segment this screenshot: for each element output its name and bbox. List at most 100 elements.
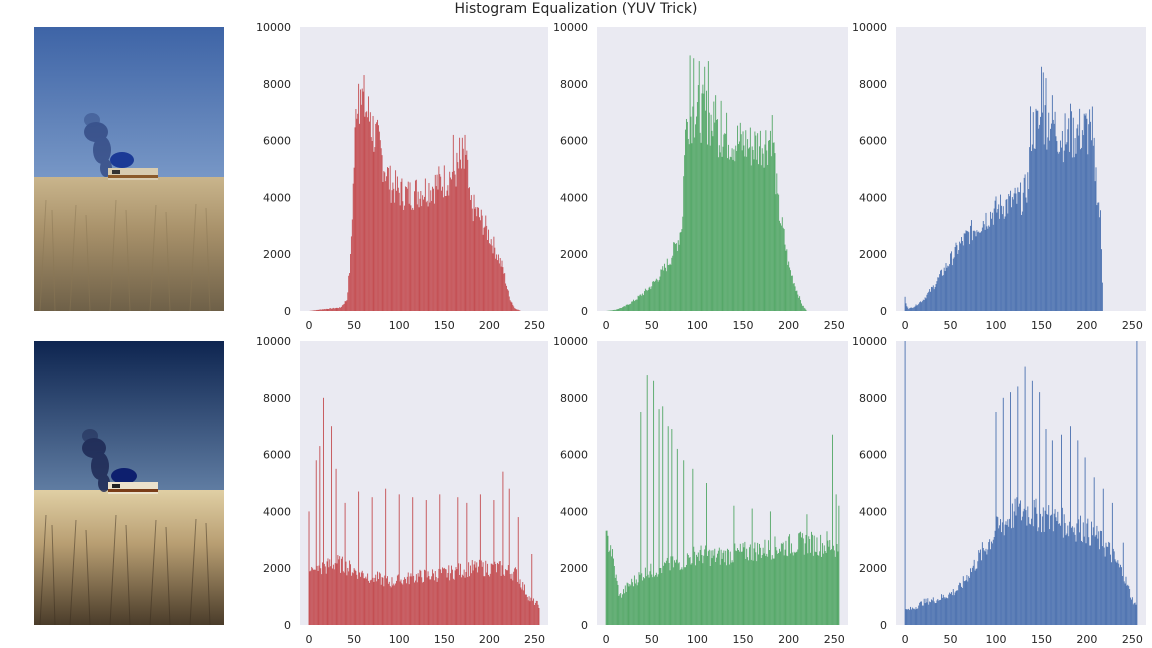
- histogram-bar: [813, 535, 815, 625]
- histogram-bar: [923, 300, 925, 311]
- histogram-bar: [474, 561, 476, 625]
- histogram-bar: [762, 547, 764, 625]
- histogram-bar: [456, 569, 458, 625]
- histogram-bar: [822, 553, 824, 625]
- histogram-bar: [1130, 597, 1131, 625]
- histogram-bar: [348, 571, 350, 625]
- histogram-bar: [1041, 112, 1043, 312]
- histogram-bar: [1038, 128, 1040, 311]
- histogram-bar: [352, 573, 354, 625]
- histogram-bar: [965, 580, 967, 625]
- histogram-bar: [319, 446, 321, 625]
- histogram-bar: [709, 566, 711, 625]
- histogram-bar: [1104, 556, 1106, 625]
- histogram-bar: [717, 119, 718, 311]
- histogram-bar: [928, 604, 930, 625]
- histogram-bar: [759, 146, 760, 311]
- histogram-bar: [339, 556, 341, 625]
- histogram-bar: [722, 552, 724, 625]
- histogram-bar: [918, 605, 920, 625]
- histogram-bar: [921, 601, 922, 625]
- histogram-bar: [695, 565, 697, 625]
- histogram-bar: [401, 178, 403, 311]
- histogram-bar: [393, 188, 395, 311]
- histogram-bar: [403, 209, 405, 311]
- histogram-bar: [639, 294, 641, 311]
- histogram-bar: [1055, 136, 1057, 311]
- histogram-bar: [983, 550, 985, 625]
- histogram-bar: [1097, 202, 1099, 311]
- histogram-bar: [381, 576, 383, 625]
- histogram-bar: [639, 574, 641, 625]
- histogram-bar: [1070, 426, 1071, 625]
- histogram-bar: [377, 119, 379, 311]
- histogram-bar: [964, 581, 966, 625]
- histogram-bar: [394, 585, 396, 625]
- histogram-bar: [988, 225, 990, 311]
- histogram-bar: [429, 579, 431, 625]
- histogram-bar: [316, 309, 318, 311]
- histogram-bar: [706, 144, 708, 311]
- histogram-bar: [921, 302, 922, 311]
- histogram-bar: [454, 570, 456, 625]
- histogram-bar: [627, 304, 629, 311]
- histogram-bar: [1049, 140, 1051, 311]
- histogram-bar: [664, 563, 666, 625]
- histogram-bar: [419, 569, 421, 625]
- histogram-bar: [635, 299, 637, 311]
- histogram-bar: [1081, 147, 1082, 311]
- histogram-bar: [501, 565, 503, 625]
- histogram-bar: [742, 131, 744, 311]
- histogram-bar: [1119, 567, 1121, 625]
- histogram-bar: [1084, 457, 1086, 625]
- histogram-bar: [405, 186, 406, 311]
- histogram-bar: [982, 221, 984, 311]
- histogram-bar: [426, 577, 428, 625]
- histogram-bar: [402, 201, 404, 311]
- y-tick-label: 0: [880, 305, 887, 318]
- histogram-bar: [608, 551, 610, 625]
- histogram-bar: [777, 193, 779, 311]
- histogram-bar: [1071, 527, 1072, 625]
- histogram-bar: [360, 104, 362, 312]
- histogram-bar: [515, 567, 516, 625]
- histogram-bar: [801, 533, 803, 625]
- histogram-bar: [372, 115, 374, 311]
- histogram-bar: [733, 505, 735, 625]
- histogram-bar: [967, 231, 969, 311]
- histogram-bar: [766, 150, 768, 311]
- histogram-bar: [743, 145, 745, 311]
- histogram-bar: [910, 307, 911, 311]
- histogram-bar: [460, 159, 461, 311]
- histogram-bar: [533, 598, 535, 625]
- histogram-bar: [951, 251, 952, 311]
- histogram-bar: [727, 158, 728, 311]
- histogram-bar: [657, 574, 659, 625]
- histogram-bar: [414, 180, 416, 311]
- histogram-bar: [605, 530, 607, 625]
- histogram-bar: [686, 553, 688, 625]
- histogram-bar: [532, 600, 534, 625]
- histogram-bar: [451, 171, 453, 311]
- histogram-bar: [1028, 189, 1030, 311]
- histogram-bar: [957, 253, 959, 311]
- histogram-bar: [317, 570, 319, 625]
- histogram-bar: [696, 116, 697, 312]
- histogram-bar: [339, 307, 341, 311]
- histogram-bar: [1010, 190, 1011, 311]
- histogram-bar: [1043, 144, 1045, 311]
- histogram-bar: [688, 557, 690, 625]
- histogram-bar: [513, 306, 515, 311]
- histogram-bar: [638, 572, 640, 625]
- histogram-bar: [654, 280, 656, 311]
- histogram-bar: [737, 548, 739, 625]
- histogram-bar: [936, 281, 938, 311]
- histogram-bar: [336, 307, 338, 311]
- histogram-bar: [1082, 522, 1084, 625]
- histogram-bar: [652, 281, 654, 311]
- histogram-bar: [748, 560, 749, 625]
- histogram-bar: [731, 148, 733, 311]
- histogram-bar: [699, 132, 701, 311]
- histogram-bar: [1101, 531, 1102, 625]
- histogram-bar: [724, 562, 726, 625]
